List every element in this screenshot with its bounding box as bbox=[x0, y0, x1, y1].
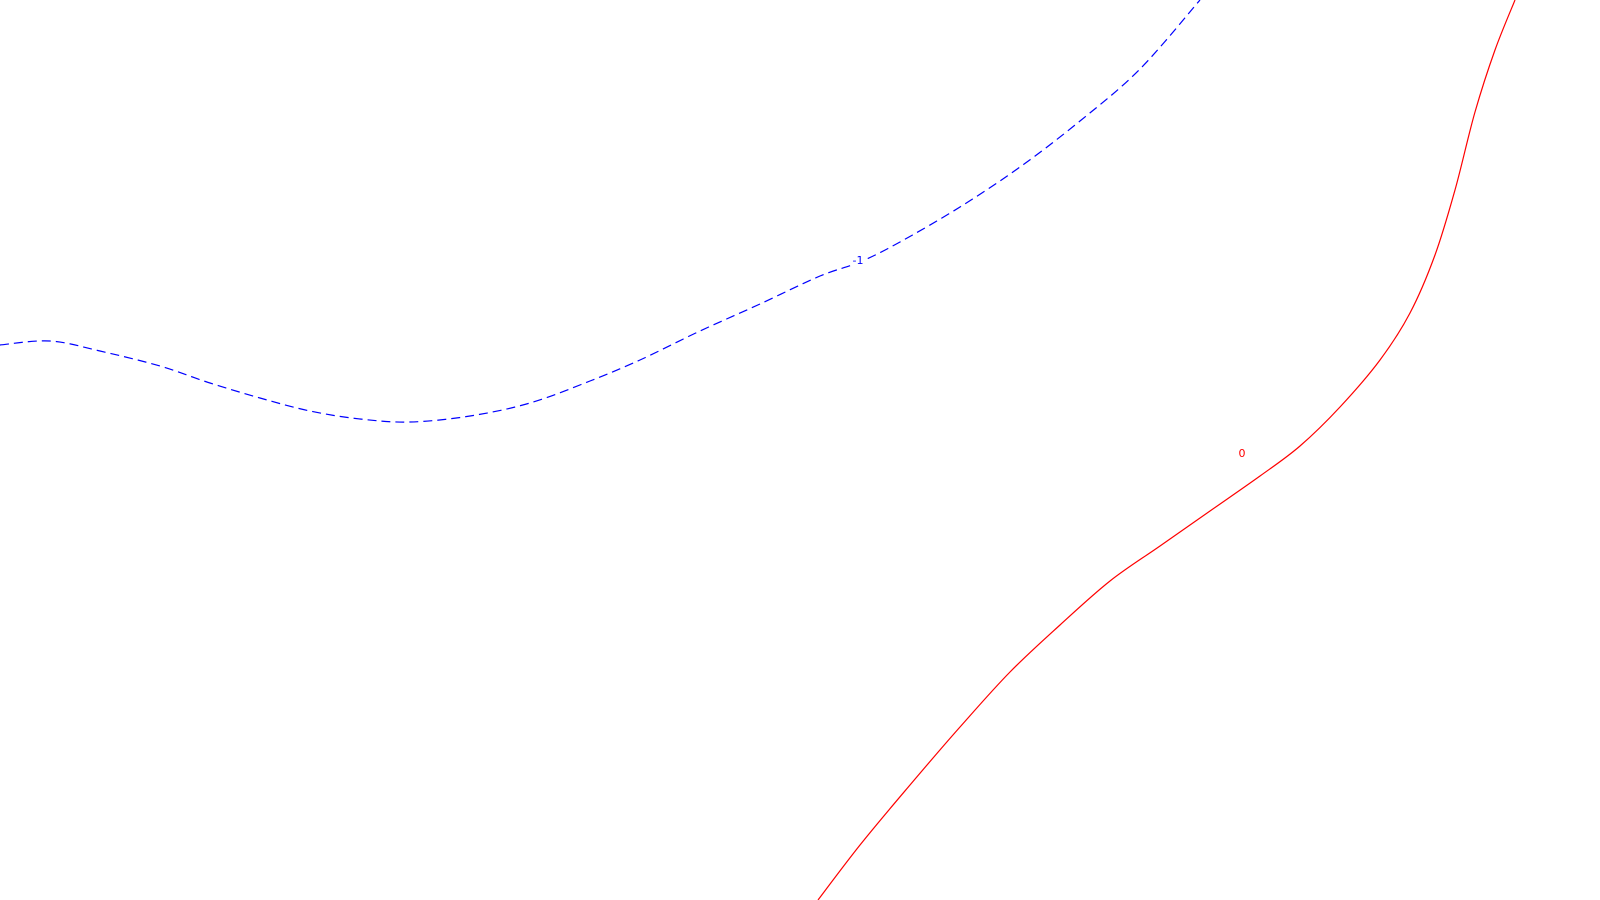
contour-line-level-neg1 bbox=[0, 0, 1201, 423]
contour-lines bbox=[0, 0, 1516, 900]
contour-label-neg1: -1 bbox=[853, 254, 864, 267]
contour-label-background bbox=[852, 254, 864, 266]
contour-line-level-0 bbox=[817, 0, 1516, 900]
contour-label-background bbox=[1236, 447, 1248, 459]
contour-label-0: 0 bbox=[1239, 447, 1246, 460]
contour-labels: -1 0 bbox=[852, 254, 1248, 460]
